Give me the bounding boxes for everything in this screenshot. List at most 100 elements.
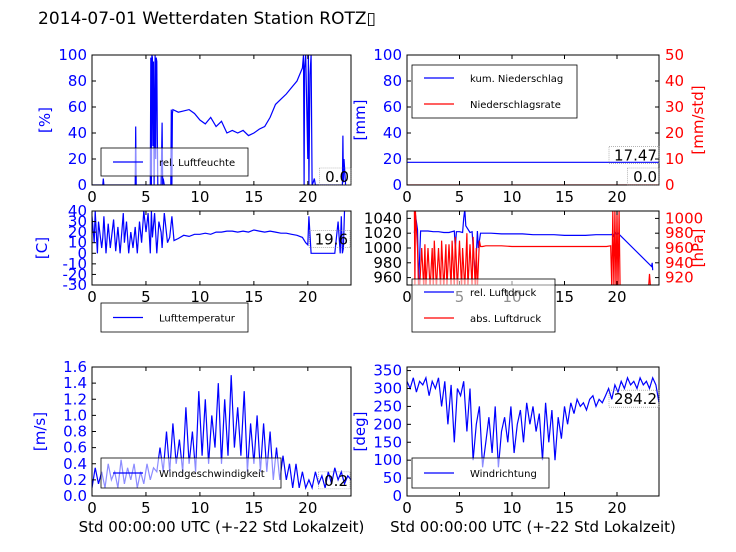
precip-xtick-label-0: 0	[402, 188, 412, 206]
pressure-legend-label-1: abs. Luftdruck	[470, 314, 541, 325]
humidity-xtick-label-1: 5	[141, 188, 151, 206]
wind-speed-xtick-label-4: 20	[298, 499, 317, 517]
wind-direction-ytick-label-3: 150	[373, 433, 402, 451]
wind-direction-xtick-label-2: 10	[502, 499, 521, 517]
wind-direction-plot-frame	[406, 366, 660, 497]
pressure-ytick-label-4: 1040	[364, 209, 402, 227]
humidity-plot-frame	[91, 54, 352, 186]
wind-direction-ylabel: [deg]	[351, 412, 369, 452]
wind-speed-ytick-label-4: 0.8	[63, 423, 87, 441]
precip-y2label: [mm/std]	[689, 85, 707, 154]
wind-speed-ytick-label-1: 0.2	[63, 471, 87, 489]
wind-speed-xtick-label-3: 15	[244, 499, 263, 517]
temperature-ytick-label-1: -20	[63, 265, 88, 283]
precip-value-label2-box	[627, 167, 660, 186]
pressure-legend-label-0: rel. Luftdruck	[470, 288, 536, 299]
wind-direction-ytick-label-1: 50	[383, 469, 402, 487]
humidity-value-label: 0.0	[325, 168, 349, 186]
pressure-ytick-label-1: 980	[373, 254, 402, 272]
wind-direction-series-0	[407, 375, 659, 468]
wind-direction-ytick-label-7: 350	[373, 362, 402, 380]
pressure-ytick-label-2: 1000	[364, 239, 402, 257]
humidity-value-label-box	[319, 167, 352, 186]
humidity-ytick-label-4: 80	[68, 72, 87, 90]
precip-y2tick-label-2: 20	[665, 124, 684, 142]
temperature-ytick-label-0: -30	[63, 276, 88, 294]
humidity-xtick-label-2: 10	[190, 188, 209, 206]
temperature-ytick-label-4: 10	[68, 234, 87, 252]
wind-speed-ytick-label-2: 0.4	[63, 455, 87, 473]
pressure-y2tick-label-1: 940	[665, 254, 694, 272]
precip-legend-box	[411, 64, 578, 119]
wind-direction-ytick-label-0: 0	[392, 487, 402, 505]
humidity-ytick-label-3: 60	[68, 98, 87, 116]
precip-plot-frame	[406, 54, 660, 186]
precip-value-label: 17.47	[614, 146, 657, 164]
precip-ytick-label-4: 80	[383, 72, 402, 90]
humidity-legend-label-0: rel. Luftfeuchte	[159, 158, 235, 169]
precip-y2tick-label-5: 50	[665, 46, 684, 64]
humidity-xtick-label-3: 15	[244, 188, 263, 206]
precip-ytick-label-2: 40	[383, 124, 402, 142]
pressure-y2tick-label-4: 1000	[665, 209, 703, 227]
wind-speed-xlabel: Std 00:00:00 UTC (+-22 Std Lokalzeit)	[79, 518, 365, 536]
precip-xtick-label-2: 10	[502, 188, 521, 206]
precip-ytick-label-5: 100	[373, 46, 402, 64]
wind-speed-xtick-label-1: 5	[141, 499, 151, 517]
wind-direction-xtick-label-4: 20	[607, 499, 626, 517]
precip-ylabel: [mm]	[351, 100, 369, 141]
humidity-ytick-label-5: 100	[58, 46, 87, 64]
precip-y2tick-label-1: 10	[665, 150, 684, 168]
wind-direction-value-label: 284.2	[614, 390, 657, 408]
wind-speed-ytick-label-5: 1.0	[63, 406, 87, 424]
temperature-ylabel: [C]	[33, 237, 51, 259]
precip-legend-label-0: kum. Niederschlag	[470, 74, 563, 85]
wind-direction-xlabel: Std 00:00:00 UTC (+-22 Std Lokalzeit)	[390, 518, 676, 536]
pressure-ytick-label-3: 1020	[364, 224, 402, 242]
wind-direction-ytick-label-2: 100	[373, 451, 402, 469]
temperature-xtick-label-2: 10	[190, 288, 209, 306]
precip-y2tick-label-4: 40	[665, 72, 684, 90]
pressure-y2tick-label-2: 960	[665, 239, 694, 257]
wind-direction-xtick-label-3: 15	[555, 499, 574, 517]
precip-legend-label-1: Niederschlagsrate	[470, 100, 561, 111]
wind-direction-xtick-label-0: 0	[402, 499, 412, 517]
temperature-xtick-label-0: 0	[87, 288, 97, 306]
temperature-legend-label-0: Lufttemperatur	[159, 314, 236, 325]
precip-xtick-label-3: 15	[555, 188, 574, 206]
wind-speed-ytick-label-6: 1.2	[63, 390, 87, 408]
pressure-y2tick-label-3: 980	[665, 224, 694, 242]
wind-speed-ytick-label-7: 1.4	[63, 374, 87, 392]
pressure-y2tick-label-0: 920	[665, 269, 694, 287]
temperature-xtick-label-3: 15	[244, 288, 263, 306]
temperature-value-label-box	[308, 230, 351, 248]
temperature-ytick-label-5: 20	[68, 223, 87, 241]
wind-direction-value-label-box	[608, 389, 660, 408]
wind-speed-ytick-label-0: 0.0	[63, 487, 87, 505]
temperature-ytick-label-2: -10	[63, 255, 88, 273]
wind-direction-ytick-label-4: 200	[373, 415, 402, 433]
temperature-xtick-label-4: 20	[298, 288, 317, 306]
pressure-xtick-label-4: 20	[607, 288, 626, 306]
wind-speed-ytick-label-8: 1.6	[63, 358, 87, 376]
temperature-plot-frame	[91, 210, 352, 286]
wind-speed-xtick-label-0: 0	[87, 499, 97, 517]
temperature-ytick-label-3: 0	[77, 244, 87, 262]
temperature-xtick-label-1: 5	[141, 288, 151, 306]
humidity-ytick-label-1: 20	[68, 150, 87, 168]
wind-speed-legend-label-0: Windgeschwindigkeit	[159, 469, 265, 480]
pressure-xtick-label-0: 0	[402, 288, 412, 306]
humidity-ytick-label-0: 0	[77, 176, 87, 194]
humidity-xtick-label-4: 20	[298, 188, 317, 206]
humidity-ylabel: [%]	[36, 107, 54, 133]
wind-direction-ytick-label-5: 250	[373, 397, 402, 415]
pressure-xtick-label-3: 15	[555, 288, 574, 306]
wind-speed-value-label: 0.2	[324, 472, 348, 490]
wind-direction-ytick-label-6: 300	[373, 380, 402, 398]
precip-ytick-label-3: 60	[383, 98, 402, 116]
wind-direction-legend-label-0: Windrichtung	[470, 469, 537, 480]
precip-value-label-box	[608, 145, 660, 164]
temperature-series-0	[92, 211, 346, 254]
precip-ytick-label-1: 20	[383, 150, 402, 168]
